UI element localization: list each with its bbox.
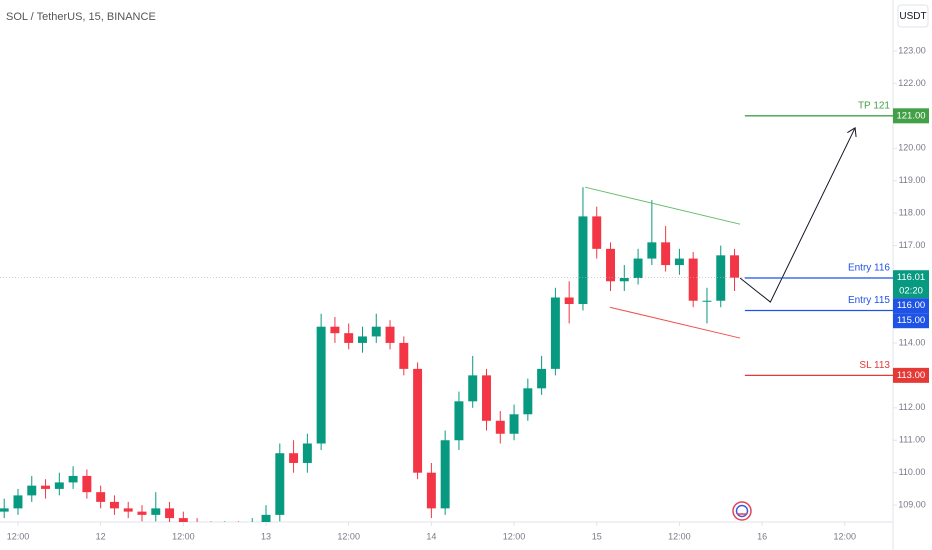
- level-tag-label: 121.00: [896, 110, 925, 121]
- candle-body: [482, 375, 491, 421]
- candle-body: [578, 216, 588, 304]
- y-tick-label: 120.00: [898, 143, 926, 153]
- candle-body: [316, 326, 326, 444]
- x-tick-label: 12:00: [834, 531, 857, 541]
- candle-body: [82, 475, 92, 493]
- y-tick-label: 122.00: [898, 78, 926, 88]
- candle-body: [674, 258, 684, 266]
- candle-body: [592, 216, 602, 249]
- level-label: Entry 115: [848, 295, 890, 306]
- y-tick-label: 112.00: [899, 402, 926, 412]
- chart-title: SOL / TetherUS, 15, BINANCE: [6, 11, 156, 23]
- candle-body: [13, 495, 23, 509]
- candle-body: [550, 297, 560, 369]
- x-tick-label: 12:00: [337, 531, 360, 541]
- countdown-label: 02:20: [899, 286, 923, 297]
- y-tick-label: 111.00: [899, 435, 925, 445]
- channel-line: [584, 186, 741, 225]
- candle-body: [702, 300, 712, 302]
- candle-body: [275, 453, 285, 515]
- candle-body: [289, 453, 299, 463]
- level-tag: [893, 298, 929, 314]
- candle-body: [178, 518, 188, 522]
- candle-body: [413, 368, 423, 473]
- y-tick-label: 118.00: [899, 208, 926, 218]
- candle-body: [509, 414, 519, 434]
- candle-body: [137, 511, 147, 515]
- currency-button[interactable]: [897, 4, 929, 28]
- candle-body: [688, 258, 698, 301]
- y-tick-label: 119.00: [899, 175, 926, 185]
- x-tick-label: 13: [261, 531, 271, 541]
- x-tick-label: 15: [592, 531, 602, 541]
- currency-label[interactable]: USDT: [899, 11, 926, 22]
- candle-body: [385, 326, 395, 343]
- x-tick-label: 12:00: [172, 531, 195, 541]
- y-tick-label: 110.00: [899, 467, 926, 477]
- candle-body: [495, 420, 505, 434]
- candle-body: [41, 485, 51, 489]
- level-tag: [893, 367, 929, 383]
- candle-body: [330, 326, 340, 334]
- current-price-label: 116.01: [897, 272, 925, 283]
- y-tick-label: 114.00: [899, 337, 926, 347]
- trend-arrow: [739, 128, 855, 303]
- candle-body: [647, 242, 657, 259]
- x-tick-label: 12:00: [503, 531, 526, 541]
- axes: 109.00 110.00 111.00 112.00 113.00 114.00 115.…: [7, 45, 929, 541]
- channel-line: [609, 306, 741, 339]
- candle-body: [523, 388, 533, 415]
- candle-body: [68, 475, 78, 483]
- candle-body: [564, 297, 574, 304]
- x-tick-label: 14: [426, 531, 436, 541]
- candle-body: [606, 248, 615, 282]
- level-label: SL 113: [859, 360, 890, 371]
- candle-body: [357, 336, 367, 343]
- candle-body: [633, 258, 643, 279]
- current-price-tag: [893, 270, 929, 299]
- x-tick-label: 12: [96, 531, 106, 541]
- level-label: TP 121: [858, 100, 890, 111]
- candle-body: [440, 440, 450, 509]
- candle-body: [468, 375, 478, 402]
- level-tag-label: 116.00: [897, 300, 925, 311]
- candle-body: [619, 278, 629, 282]
- candle-body: [302, 443, 312, 463]
- y-tick-label: 117.00: [899, 240, 926, 250]
- level-tag: [893, 108, 929, 124]
- candle-body: [0, 508, 9, 512]
- candle-body: [454, 401, 464, 441]
- candle-body: [27, 485, 37, 496]
- candle-body: [344, 333, 354, 343]
- y-tick-label: 123.00: [898, 45, 926, 55]
- candle-body: [109, 501, 119, 509]
- candle-body: [96, 492, 106, 502]
- level-tag: [893, 313, 929, 329]
- candle-body: [261, 514, 271, 522]
- y-tick-label: 109.00: [898, 500, 926, 510]
- level-tag-label: 115.00: [897, 315, 925, 326]
- level-label: Entry 116: [848, 263, 890, 274]
- candle-body: [537, 368, 547, 389]
- x-tick-label: 16: [757, 531, 767, 541]
- x-tick-label: 12:00: [7, 531, 30, 541]
- level-tag-label: 113.00: [897, 370, 925, 381]
- candle-body: [371, 326, 381, 337]
- candle-body: [54, 482, 64, 489]
- logo: [732, 501, 752, 521]
- candle-body: [426, 472, 436, 509]
- plot-area: TP 121 Entry 116 Entry 115 SL 113: [0, 100, 893, 522]
- candle-body: [399, 342, 409, 369]
- candle-body: [165, 508, 175, 519]
- candle-body: [151, 508, 161, 515]
- candle-body: [730, 255, 740, 278]
- candle-body: [123, 508, 133, 512]
- candle-body: [661, 242, 671, 266]
- x-tick-label: 12:00: [668, 531, 691, 541]
